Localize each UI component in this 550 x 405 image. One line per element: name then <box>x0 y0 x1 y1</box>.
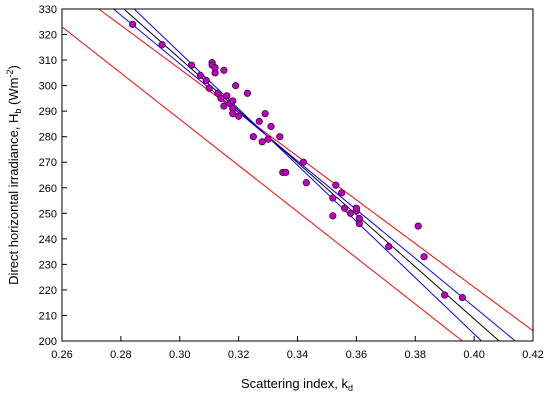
fit-line <box>123 9 500 341</box>
point <box>205 84 213 92</box>
point <box>340 204 349 212</box>
point <box>243 89 252 97</box>
x-tick-label: 0.38 <box>405 349 426 361</box>
y-tick-label: 310 <box>39 55 57 67</box>
point <box>220 102 228 110</box>
y-tick-label: 260 <box>39 183 57 195</box>
y-tick-label: 330 <box>39 4 57 16</box>
x-tick-label: 0.26 <box>51 349 72 361</box>
y-tick-label: 280 <box>39 132 57 144</box>
point <box>355 214 363 223</box>
point <box>232 82 240 90</box>
y-label-sup: -2 <box>5 70 15 78</box>
point <box>129 20 137 28</box>
y-tick-label: 320 <box>39 30 57 42</box>
y-tick-label: 210 <box>39 310 57 322</box>
point <box>420 253 428 261</box>
plot-frame <box>61 8 534 342</box>
point <box>255 117 263 125</box>
point <box>352 204 360 212</box>
point <box>346 209 355 217</box>
fit-line <box>113 9 516 341</box>
point <box>282 168 290 177</box>
point <box>196 71 204 80</box>
x-label-sub: d <box>348 383 353 393</box>
y-tick-label: 290 <box>39 106 57 118</box>
y-label-sub: b <box>13 109 23 114</box>
x-tick-label: 0.30 <box>169 349 190 361</box>
x-tick-label: 0.32 <box>228 349 249 361</box>
point <box>202 76 210 85</box>
x-tick-label: 0.36 <box>346 349 367 361</box>
point <box>332 181 340 189</box>
point <box>261 110 269 118</box>
point <box>267 122 275 131</box>
y-tick-label: 240 <box>39 234 57 246</box>
x-tick-label: 0.28 <box>110 349 131 361</box>
y-tick-label: 270 <box>39 157 57 169</box>
point <box>187 61 196 69</box>
point <box>302 179 310 187</box>
point <box>329 212 337 220</box>
x-tick-label: 0.34 <box>287 349 308 361</box>
point <box>264 135 272 143</box>
point <box>158 41 166 49</box>
point <box>385 242 393 251</box>
point <box>220 66 228 74</box>
x-axis-label: Scattering index, kd <box>241 376 353 393</box>
x-label-main: Scattering index, k <box>241 376 348 391</box>
point <box>229 97 237 105</box>
point <box>441 291 449 299</box>
point <box>299 158 307 166</box>
y-label-main: Direct horizontal irradiance, H <box>6 114 21 285</box>
point <box>329 194 337 202</box>
point <box>211 64 219 72</box>
x-tick-label: 0.42 <box>522 349 543 361</box>
point <box>258 138 266 146</box>
x-tick-label: 0.40 <box>463 349 484 361</box>
point <box>249 133 257 141</box>
y-label-unit: (Wm <box>6 78 21 109</box>
fit-line <box>133 9 482 341</box>
y-tick-label: 220 <box>39 285 57 297</box>
y-tick-label: 200 <box>39 336 57 348</box>
y-tick-label: 230 <box>39 259 57 271</box>
point <box>223 92 231 100</box>
point <box>217 94 225 102</box>
point <box>458 293 466 302</box>
fit-line <box>98 9 533 332</box>
point <box>235 112 243 120</box>
point <box>229 110 237 118</box>
point <box>414 222 422 230</box>
y-tick-label: 250 <box>39 208 57 220</box>
point <box>276 133 284 141</box>
y-tick-label: 300 <box>39 81 57 93</box>
y-axis-label: Direct horizontal irradiance, Hb (Wm-2) <box>5 65 23 285</box>
fit-line <box>62 26 463 341</box>
y-label-end: ) <box>6 65 21 69</box>
point <box>338 189 346 197</box>
